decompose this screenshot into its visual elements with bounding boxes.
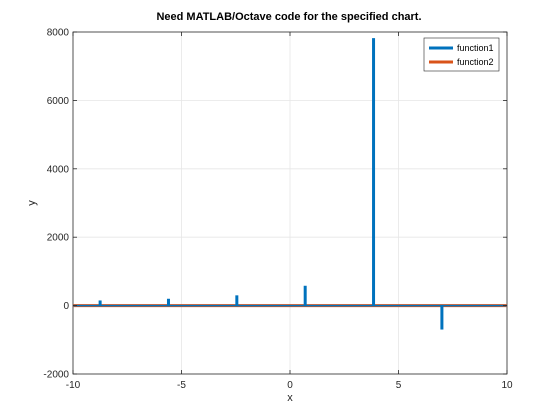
- chart-title: Need MATLAB/Octave code for the specifie…: [156, 11, 421, 23]
- x-axis-ticks: -10 -5 0 5 10: [66, 32, 513, 391]
- x-tick-label: -5: [177, 380, 186, 391]
- y-axis-ticks: -2000 0 2000 4000 6000 8000: [43, 28, 507, 381]
- x-tick-label: 5: [396, 380, 402, 391]
- x-axis-label: x: [287, 392, 293, 404]
- series-function1: [73, 38, 507, 330]
- y-axis-label: y: [26, 200, 38, 206]
- x-tick-label: -10: [66, 380, 81, 391]
- y-tick-label: 4000: [47, 164, 70, 175]
- legend: function1 function2: [423, 37, 500, 72]
- y-tick-label: 6000: [47, 96, 70, 107]
- y-tick-label: 8000: [47, 28, 70, 39]
- legend-label-function2: function2: [457, 57, 494, 67]
- x-tick-label: 0: [287, 380, 293, 391]
- y-tick-label: 0: [63, 301, 69, 312]
- legend-label-function1: function1: [457, 43, 494, 53]
- x-tick-label: 10: [501, 380, 513, 391]
- y-tick-label: 2000: [47, 233, 70, 244]
- y-tick-label: -2000: [43, 370, 69, 381]
- legend-box: [423, 37, 500, 72]
